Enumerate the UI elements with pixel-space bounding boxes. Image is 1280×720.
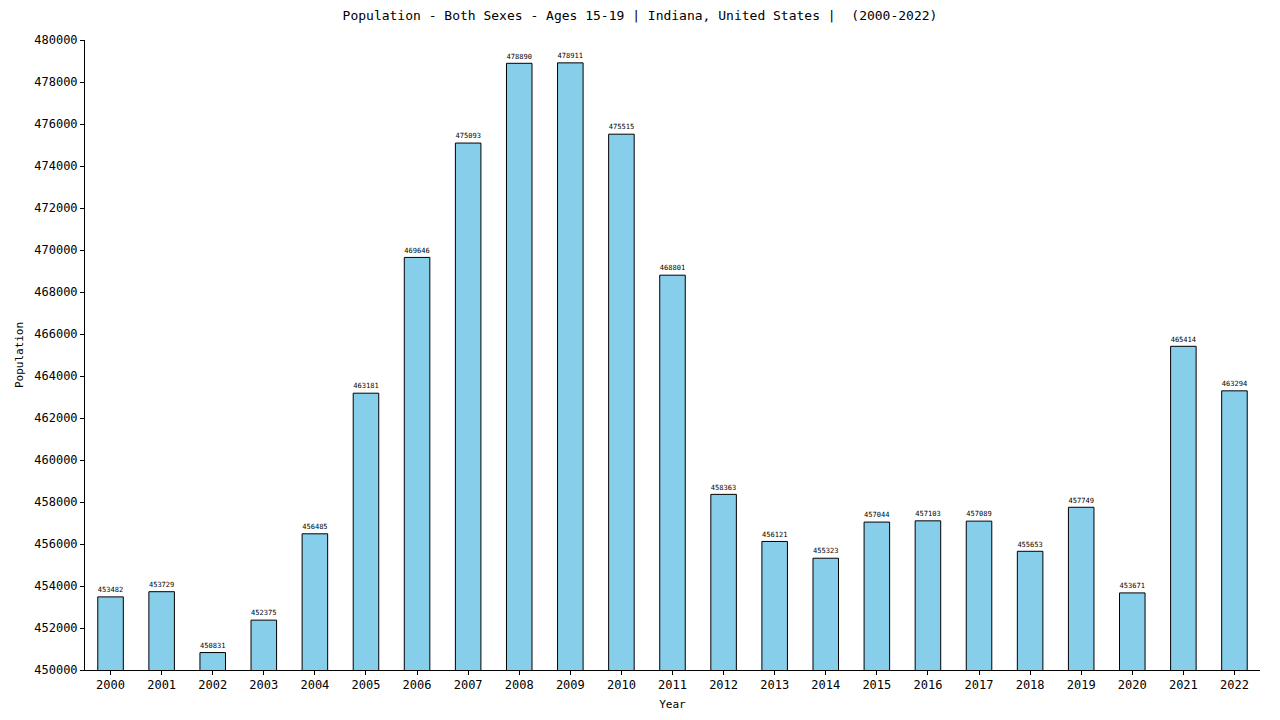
- svg-text:466000: 466000: [34, 327, 77, 341]
- svg-text:456000: 456000: [34, 537, 77, 551]
- svg-text:475093: 475093: [455, 131, 480, 140]
- svg-text:456121: 456121: [762, 530, 788, 539]
- svg-text:457089: 457089: [966, 509, 991, 518]
- svg-text:478000: 478000: [34, 75, 77, 89]
- svg-text:472000: 472000: [34, 201, 77, 215]
- svg-text:452375: 452375: [251, 608, 277, 617]
- svg-text:2005: 2005: [352, 678, 381, 692]
- svg-text:464000: 464000: [34, 369, 77, 383]
- svg-text:462000: 462000: [34, 411, 77, 425]
- svg-text:454000: 454000: [34, 579, 77, 593]
- svg-text:460000: 460000: [34, 453, 77, 467]
- svg-text:2018: 2018: [1016, 678, 1045, 692]
- svg-text:474000: 474000: [34, 159, 77, 173]
- svg-text:2011: 2011: [658, 678, 687, 692]
- svg-text:2014: 2014: [811, 678, 840, 692]
- svg-text:Population - Both Sexes - Ages: Population - Both Sexes - Ages 15-19 | I…: [343, 8, 938, 23]
- svg-text:2022: 2022: [1220, 678, 1249, 692]
- svg-text:478911: 478911: [558, 51, 584, 60]
- svg-text:2007: 2007: [454, 678, 483, 692]
- svg-text:2021: 2021: [1169, 678, 1198, 692]
- svg-text:457044: 457044: [864, 510, 889, 519]
- svg-text:2013: 2013: [760, 678, 789, 692]
- svg-text:465414: 465414: [1171, 335, 1196, 344]
- svg-text:457749: 457749: [1068, 496, 1094, 505]
- svg-text:468000: 468000: [34, 285, 77, 299]
- svg-text:463294: 463294: [1222, 379, 1248, 388]
- svg-text:2010: 2010: [607, 678, 636, 692]
- svg-text:2004: 2004: [300, 678, 329, 692]
- svg-text:2019: 2019: [1067, 678, 1096, 692]
- svg-text:450831: 450831: [200, 641, 225, 650]
- svg-text:2003: 2003: [249, 678, 278, 692]
- svg-text:476000: 476000: [34, 117, 77, 131]
- svg-text:453729: 453729: [149, 580, 174, 589]
- svg-text:2009: 2009: [556, 678, 585, 692]
- svg-text:469646: 469646: [404, 246, 430, 255]
- svg-text:463181: 463181: [353, 381, 378, 390]
- svg-text:2002: 2002: [198, 678, 227, 692]
- svg-text:2000: 2000: [96, 678, 125, 692]
- svg-text:2020: 2020: [1118, 678, 1147, 692]
- svg-text:455653: 455653: [1017, 540, 1042, 549]
- svg-text:2008: 2008: [505, 678, 534, 692]
- svg-text:Population: Population: [13, 322, 26, 388]
- svg-text:450000: 450000: [34, 663, 77, 677]
- svg-text:470000: 470000: [34, 243, 77, 257]
- svg-text:453482: 453482: [98, 585, 124, 594]
- svg-text:457103: 457103: [915, 509, 941, 518]
- svg-text:456485: 456485: [302, 522, 327, 531]
- svg-text:2017: 2017: [965, 678, 994, 692]
- svg-text:455323: 455323: [813, 546, 838, 555]
- svg-text:468801: 468801: [660, 263, 685, 272]
- svg-text:2001: 2001: [147, 678, 176, 692]
- svg-text:2006: 2006: [403, 678, 432, 692]
- svg-text:2016: 2016: [913, 678, 942, 692]
- svg-text:452000: 452000: [34, 621, 77, 635]
- svg-text:Year: Year: [659, 698, 686, 711]
- svg-text:458000: 458000: [34, 495, 77, 509]
- svg-text:2015: 2015: [862, 678, 891, 692]
- svg-text:480000: 480000: [34, 33, 77, 47]
- svg-text:458363: 458363: [711, 483, 736, 492]
- svg-text:453671: 453671: [1120, 581, 1145, 590]
- svg-text:475515: 475515: [609, 122, 634, 131]
- svg-text:478890: 478890: [507, 52, 532, 61]
- svg-text:2012: 2012: [709, 678, 738, 692]
